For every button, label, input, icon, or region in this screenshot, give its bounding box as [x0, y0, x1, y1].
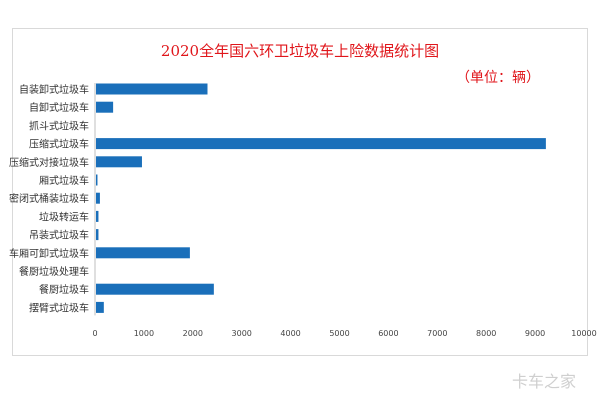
- x-tick-label: 7000: [427, 329, 447, 338]
- category-label: 餐厨垃圾处理车: [19, 265, 89, 278]
- watermark: 卡车之家: [511, 372, 576, 391]
- bar: [96, 192, 100, 204]
- x-tick-label: 8000: [476, 329, 496, 338]
- category-label: 压缩式对接垃圾车: [9, 156, 89, 169]
- bar: [96, 283, 214, 295]
- x-tick-label: 1000: [134, 329, 154, 338]
- category-label: 垃圾转运车: [39, 210, 89, 223]
- category-label: 厢式垃圾车: [39, 174, 89, 187]
- x-tick-label: 10000: [571, 329, 596, 338]
- x-tick-label: 2000: [183, 329, 203, 338]
- category-label: 吊装式垃圾车: [29, 229, 89, 242]
- bar: [96, 138, 546, 150]
- category-label: 摆臂式垃圾车: [29, 301, 89, 314]
- x-tick-label: 9000: [525, 329, 545, 338]
- bar: [96, 229, 99, 241]
- category-label: 餐厨垃圾车: [39, 283, 89, 296]
- category-label: 自装卸式垃圾车: [19, 83, 89, 96]
- bar: [96, 174, 98, 186]
- category-label: 车厢可卸式垃圾车: [9, 247, 89, 260]
- category-label: 压缩式垃圾车: [29, 138, 89, 151]
- x-tick-label: 5000: [329, 329, 349, 338]
- category-label: 密闭式桶装垃圾车: [9, 192, 89, 205]
- bar: [96, 301, 104, 313]
- bar: [96, 247, 190, 259]
- x-tick-label: 6000: [378, 329, 398, 338]
- x-tick-label: 4000: [280, 329, 300, 338]
- x-tick-label: 0: [92, 329, 97, 338]
- chart-area-border: [12, 28, 588, 356]
- bar: [96, 210, 99, 222]
- x-tick-label: 3000: [232, 329, 252, 338]
- category-label: 抓斗式垃圾车: [29, 119, 89, 132]
- bar: [96, 83, 208, 95]
- unit-label: （单位：辆）: [456, 70, 540, 86]
- bar: [96, 156, 142, 168]
- category-label: 自卸式垃圾车: [29, 101, 89, 114]
- bar: [96, 101, 114, 113]
- chart-title: 2020全年国六环卫垃圾车上险数据统计图: [160, 42, 440, 60]
